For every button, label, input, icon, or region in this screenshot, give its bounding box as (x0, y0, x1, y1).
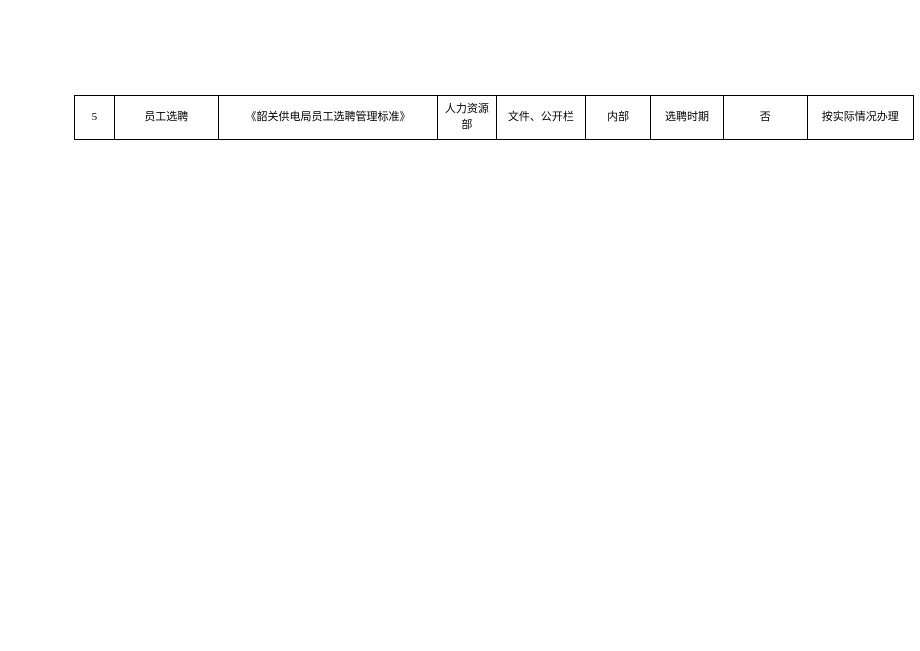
table-container: 5 员工选聘 《韶关供电局员工选聘管理标准》 人力资源部 文件、公开栏 内部 选… (74, 95, 914, 140)
data-table: 5 员工选聘 《韶关供电局员工选聘管理标准》 人力资源部 文件、公开栏 内部 选… (74, 95, 914, 140)
cell-method: 文件、公开栏 (496, 96, 586, 140)
cell-action: 按实际情况办理 (807, 96, 914, 140)
cell-index: 5 (75, 96, 115, 140)
cell-department: 人力资源部 (438, 96, 496, 140)
cell-category: 员工选聘 (114, 96, 218, 140)
cell-flag: 否 (724, 96, 807, 140)
cell-period: 选聘时期 (650, 96, 723, 140)
table-row: 5 员工选聘 《韶关供电局员工选聘管理标准》 人力资源部 文件、公开栏 内部 选… (75, 96, 914, 140)
cell-scope: 内部 (586, 96, 651, 140)
cell-standard: 《韶关供电局员工选聘管理标准》 (218, 96, 437, 140)
